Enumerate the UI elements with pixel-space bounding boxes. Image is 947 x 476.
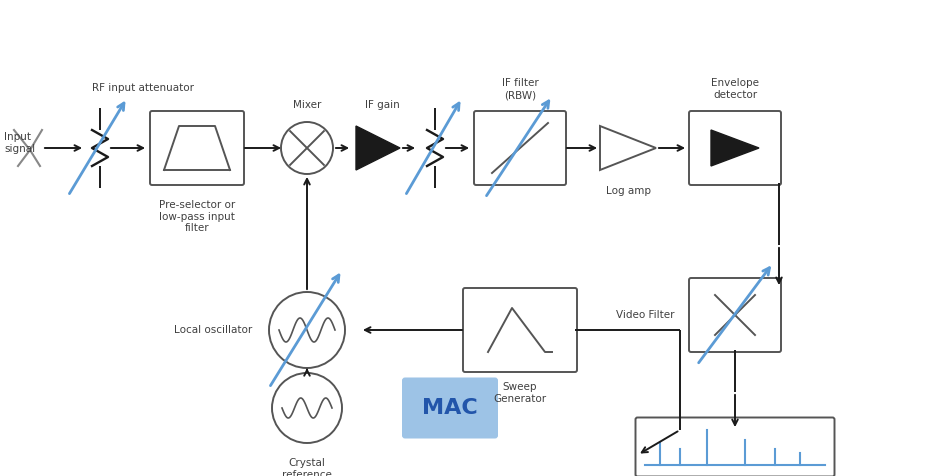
- Text: IF gain: IF gain: [365, 100, 400, 110]
- Text: Log amp: Log amp: [605, 186, 651, 196]
- FancyBboxPatch shape: [463, 288, 577, 372]
- Text: Envelope
detector: Envelope detector: [711, 79, 759, 100]
- FancyBboxPatch shape: [689, 111, 781, 185]
- Text: Local oscillator: Local oscillator: [173, 325, 252, 335]
- Text: Input
signal: Input signal: [4, 132, 35, 154]
- Text: IF filter
(RBW): IF filter (RBW): [502, 79, 539, 100]
- Text: Pre-selector or
low-pass input
filter: Pre-selector or low-pass input filter: [159, 200, 235, 233]
- Text: Crystal
reference
oscillator: Crystal reference oscillator: [282, 458, 332, 476]
- Text: Video Filter: Video Filter: [616, 310, 675, 320]
- FancyBboxPatch shape: [402, 377, 498, 438]
- FancyBboxPatch shape: [150, 111, 244, 185]
- FancyBboxPatch shape: [689, 278, 781, 352]
- Text: RF input attenuator: RF input attenuator: [92, 83, 194, 93]
- Text: Mixer: Mixer: [293, 100, 321, 110]
- FancyBboxPatch shape: [474, 111, 566, 185]
- Polygon shape: [600, 126, 656, 170]
- Text: Sweep
Generator: Sweep Generator: [493, 382, 546, 404]
- Polygon shape: [356, 126, 400, 170]
- Polygon shape: [711, 130, 759, 166]
- Text: MAC: MAC: [422, 398, 478, 418]
- FancyBboxPatch shape: [635, 417, 834, 476]
